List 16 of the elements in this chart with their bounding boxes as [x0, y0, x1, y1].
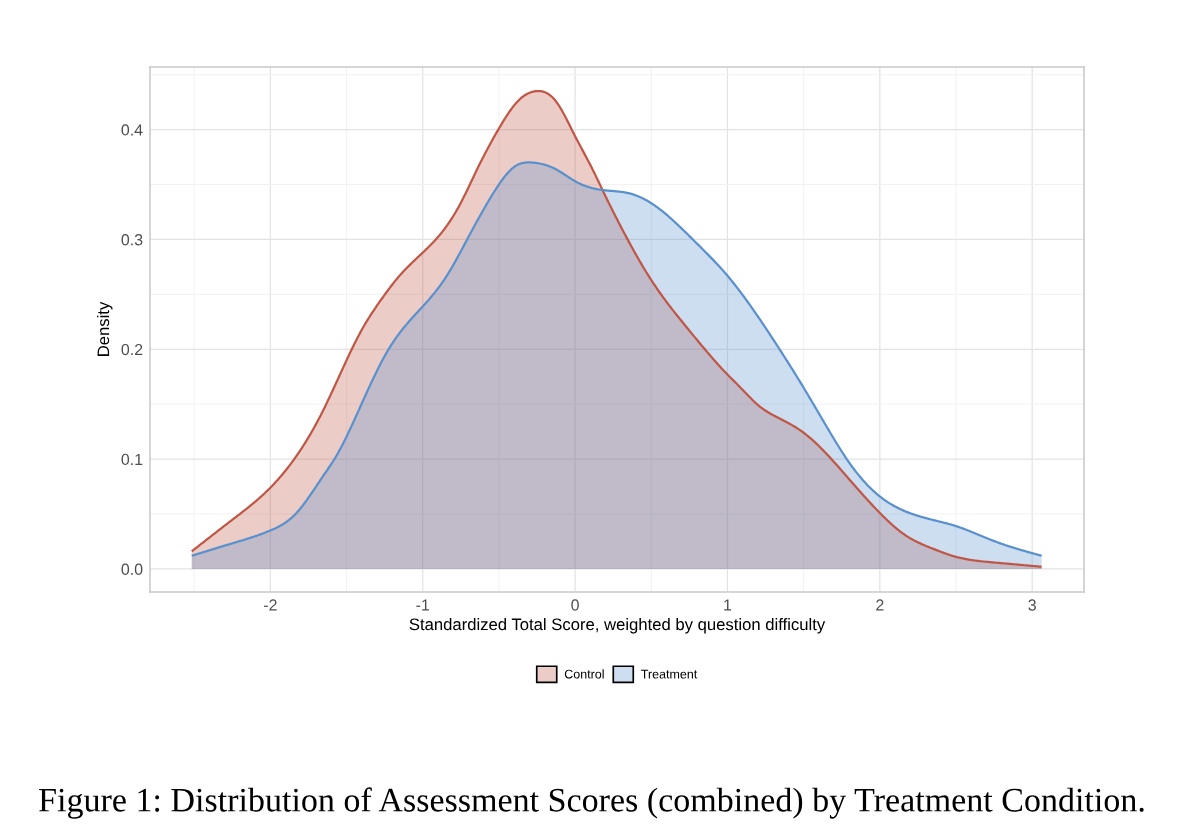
y-tick-label: 0.3 — [121, 234, 143, 246]
x-tick-label: -1 — [416, 599, 430, 611]
caption: Figure 1: Distribution of Assessment Scores (combined) by Treatment Condition. — [39, 787, 1144, 819]
x-tick-label: 1 — [724, 599, 732, 611]
x-tick-label: 0 — [571, 599, 579, 611]
x-axis-title: Standardized Total Score, weighted by question difficulty — [409, 618, 826, 634]
legend-label: Control — [564, 669, 604, 679]
y-tick-label: 0.4 — [121, 124, 143, 136]
x-tick-label: -2 — [263, 599, 277, 611]
legend-label: Treatment — [641, 669, 698, 679]
y-tick-label: 0.1 — [121, 453, 143, 466]
x-tick-label: 2 — [876, 599, 884, 611]
y-axis-title: Density — [96, 301, 113, 356]
y-tick-label: 0.2 — [121, 343, 143, 356]
y-tick-label: 0.0 — [121, 563, 143, 575]
x-tick-label: 3 — [1028, 599, 1036, 611]
